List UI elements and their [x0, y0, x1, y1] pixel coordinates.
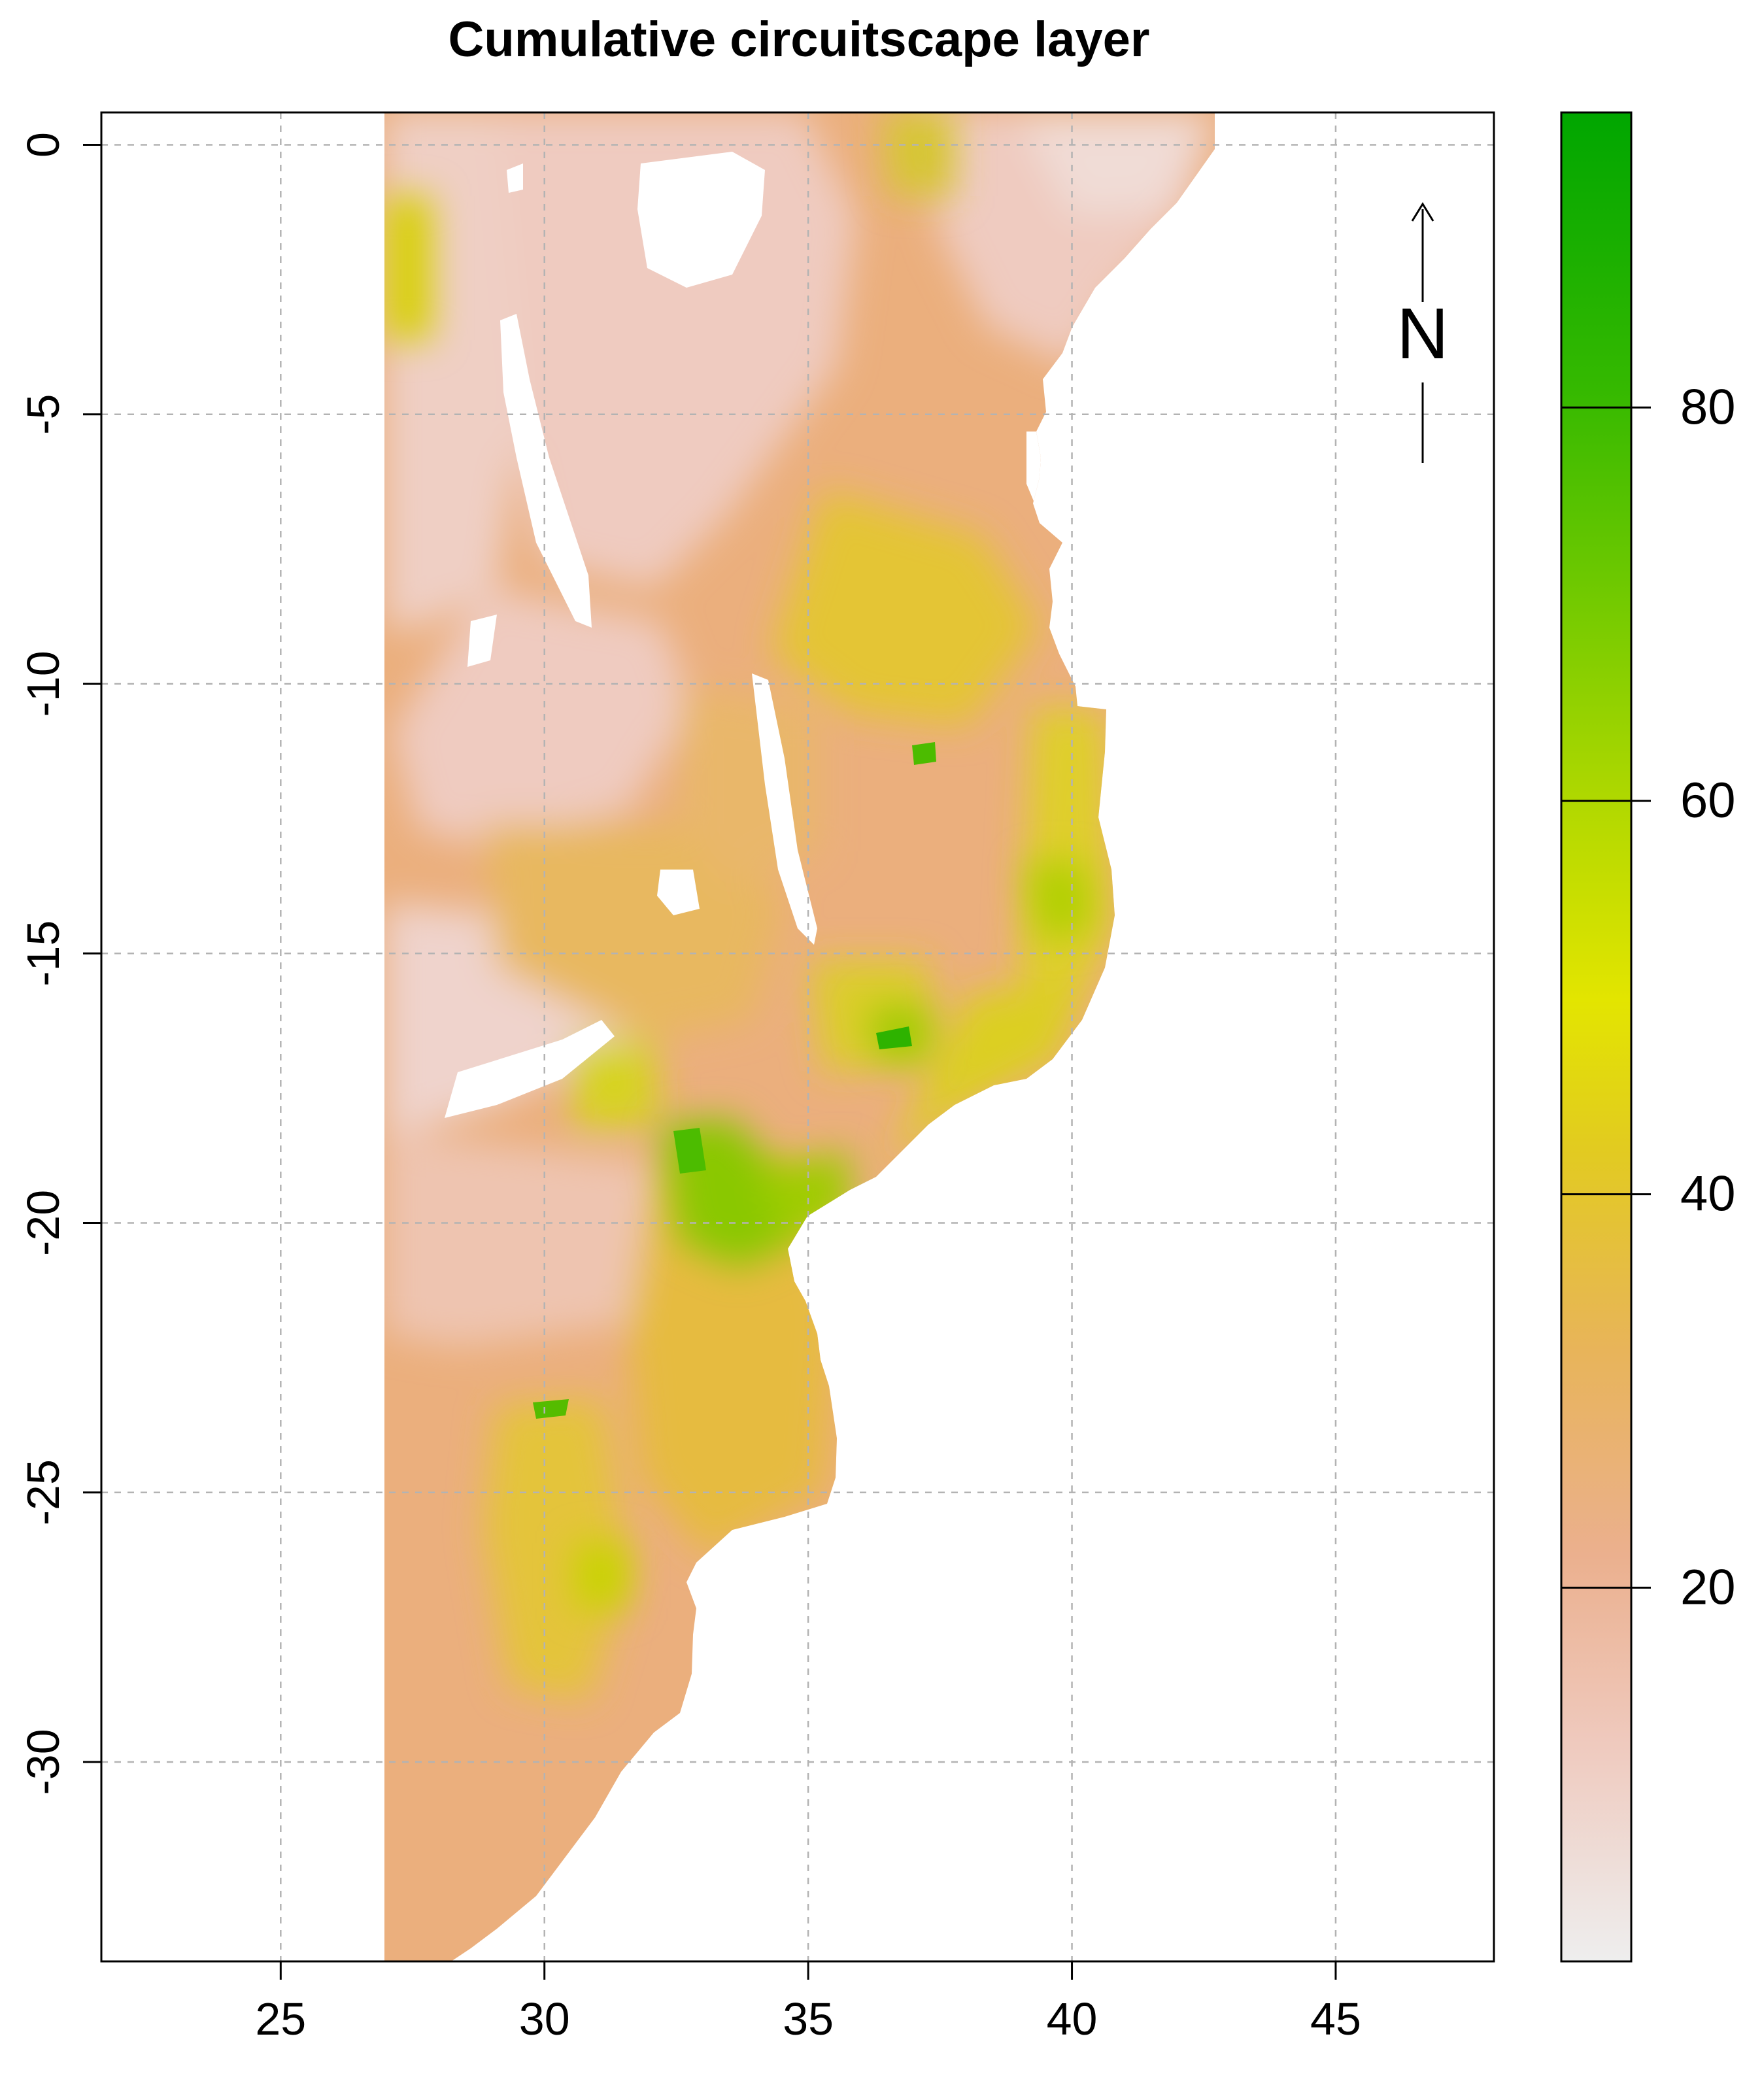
x-tick-label-40: 40 — [1047, 1993, 1098, 2044]
colorbar-tick-label-40: 40 — [1680, 1166, 1736, 1222]
y-tick-label-0: 0 — [18, 132, 69, 158]
colorbar: 20 40 60 80 — [1560, 111, 1736, 1963]
y-tick-label--15: -15 — [18, 921, 69, 987]
high-current-patches — [533, 742, 936, 1419]
x-tick-label-35: 35 — [783, 1993, 834, 2044]
north-arrow: N — [1397, 202, 1449, 463]
colorbar-tick-label-60: 60 — [1680, 773, 1736, 828]
colorbar-gradient — [1560, 111, 1633, 1963]
y-tick-label--20: -20 — [18, 1190, 69, 1256]
y-axis: 0 -5 -10 -15 -20 -25 -30 — [18, 132, 101, 1795]
colorbar-ticks: 20 40 60 80 — [1561, 379, 1736, 1615]
water-bodies — [445, 152, 1053, 1118]
y-tick-label--30: -30 — [18, 1729, 69, 1795]
y-tick-label--5: -5 — [18, 394, 69, 435]
grid-lines — [101, 112, 1494, 1961]
y-tick-label--25: -25 — [18, 1459, 69, 1525]
x-tick-label-25: 25 — [255, 1993, 306, 2044]
colorbar-tick-label-20: 20 — [1680, 1559, 1736, 1615]
y-tick-label--10: -10 — [18, 651, 69, 717]
x-axis: 25 30 35 40 45 — [255, 1961, 1361, 2044]
circuitscape-raster — [384, 112, 1215, 1961]
north-arrow-label: N — [1397, 294, 1448, 374]
map-title: Cumulative circuitscape layer — [449, 12, 1150, 67]
plot-frame — [100, 111, 1495, 1963]
x-tick-label-45: 45 — [1310, 1993, 1361, 2044]
x-tick-label-30: 30 — [519, 1993, 570, 2044]
colorbar-tick-label-80: 80 — [1680, 379, 1736, 435]
